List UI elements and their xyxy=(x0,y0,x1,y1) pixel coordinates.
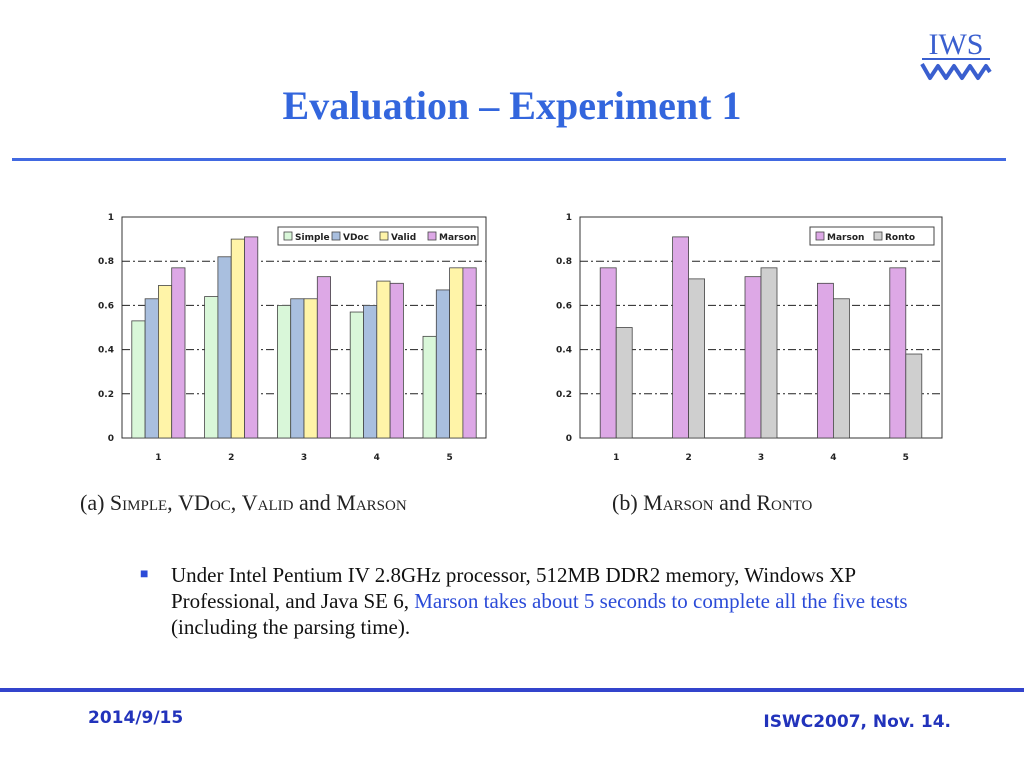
legend-swatch-vdoc xyxy=(331,231,341,241)
x-tick-label: 3 xyxy=(758,453,764,463)
iws-logo: IWS xyxy=(920,28,992,80)
y-tick-label: 0.6 xyxy=(98,301,114,311)
bullet-text: Under Intel Pentium IV 2.8GHz processor,… xyxy=(171,563,908,639)
bar-marson-3 xyxy=(744,276,762,439)
bar-simple-3 xyxy=(276,305,292,439)
caption-a: (a) Simple, VDoc, Valid and Marson xyxy=(80,490,407,515)
y-tick-label: 0.4 xyxy=(556,346,572,356)
bar-valid-2 xyxy=(230,238,245,439)
bar-marson-1 xyxy=(171,267,186,439)
bar-vdoc-4 xyxy=(363,305,378,439)
bar-valid-1 xyxy=(158,285,173,439)
footer-event: ISWC2007, Nov. 14. xyxy=(763,712,951,732)
bullet-square-icon: ■ xyxy=(140,567,149,582)
footer-date: 2014/9/15 xyxy=(88,708,184,728)
x-tick-label: 4 xyxy=(374,453,380,463)
legend-swatch-marson xyxy=(427,231,437,241)
bar-vdoc-3 xyxy=(290,298,305,439)
legend-label-valid: Valid xyxy=(391,233,416,243)
x-tick-label: 2 xyxy=(685,453,691,463)
legend-swatch-simple xyxy=(283,231,293,241)
chart-a: 0 0.2 0.4 0.6 0.8 1 1 2 3 4 5 Simple VDoc Valid Marson xyxy=(98,213,487,463)
bar-vdoc-2 xyxy=(217,256,232,439)
bar-marson-2 xyxy=(244,236,259,439)
y-tick-label: 0.6 xyxy=(556,301,572,311)
bar-vdoc-5 xyxy=(435,289,450,439)
caption-b: (b) Marson and Ronto xyxy=(612,490,813,515)
x-tick-label: 1 xyxy=(613,453,619,463)
bar-ronto-2 xyxy=(688,278,706,439)
bar-valid-3 xyxy=(303,298,318,439)
x-tick-label: 3 xyxy=(301,453,307,463)
y-tick-label: 0.8 xyxy=(98,257,114,267)
slide-title: Evaluation – Experiment 1 xyxy=(282,83,742,128)
bar-ronto-5 xyxy=(905,353,923,439)
x-tick-label: 1 xyxy=(155,453,161,463)
legend-label-simple: Simple xyxy=(295,233,330,243)
bar-marson-4 xyxy=(389,282,404,439)
y-tick-label: 0 xyxy=(566,434,572,444)
legend-swatch-marson xyxy=(815,231,825,241)
x-tick-label: 5 xyxy=(446,453,452,463)
x-tick-label: 2 xyxy=(228,453,234,463)
bar-valid-4 xyxy=(376,280,391,439)
bar-simple-4 xyxy=(349,311,364,439)
y-tick-label: 0.8 xyxy=(556,257,572,267)
bar-marson-2 xyxy=(672,236,689,439)
title-divider xyxy=(12,158,1006,161)
bar-ronto-1 xyxy=(615,327,633,439)
legend-swatch-ronto xyxy=(873,231,883,241)
y-tick-label: 1 xyxy=(566,213,572,223)
footer-divider xyxy=(0,688,1024,692)
legend xyxy=(277,226,479,246)
bar-marson-5 xyxy=(462,267,477,439)
legend-label-vdoc: VDoc xyxy=(343,233,369,243)
y-tick-label: 0 xyxy=(108,434,114,444)
x-tick-label: 4 xyxy=(830,453,836,463)
y-tick-label: 0.4 xyxy=(98,346,114,356)
legend-label-marson: Marson xyxy=(439,233,476,243)
bar-valid-5 xyxy=(449,267,464,439)
bar-marson-5 xyxy=(889,267,907,439)
legend-label-ronto: Ronto xyxy=(885,233,915,243)
legend-swatch-valid xyxy=(379,231,389,241)
bullet-highlight: Marson takes about 5 seconds to complete… xyxy=(414,589,908,613)
bar-ronto-4 xyxy=(832,298,850,439)
bar-vdoc-1 xyxy=(144,298,159,439)
bar-simple-1 xyxy=(131,320,146,439)
bar-simple-2 xyxy=(204,296,219,439)
bar-simple-5 xyxy=(422,335,437,439)
bar-marson-4 xyxy=(816,282,834,439)
bar-ronto-3 xyxy=(760,267,778,439)
bar-marson-3 xyxy=(316,276,332,439)
y-tick-label: 0.2 xyxy=(98,390,114,400)
x-tick-label: 5 xyxy=(903,453,909,463)
logo-text: IWS xyxy=(929,28,984,61)
y-tick-label: 0.2 xyxy=(556,390,572,400)
bar-marson-1 xyxy=(599,267,617,439)
legend-label-marson: Marson xyxy=(827,233,864,243)
chart-b: 0 0.2 0.4 0.6 0.8 1 1 2 3 4 5 Marson Ronto xyxy=(556,213,943,463)
legend xyxy=(809,226,935,246)
y-tick-label: 1 xyxy=(108,213,114,223)
